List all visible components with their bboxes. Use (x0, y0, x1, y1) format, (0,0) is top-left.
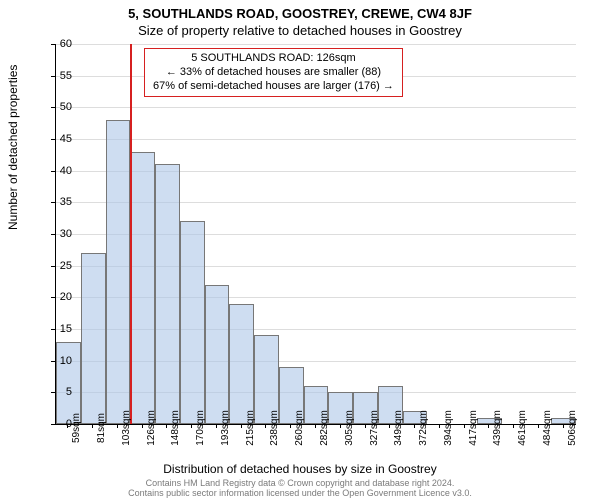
x-tick-mark (464, 424, 465, 428)
histogram-bar (81, 253, 106, 424)
x-tick-mark (67, 424, 68, 428)
x-tick-mark (488, 424, 489, 428)
x-tick-label: 305sqm (344, 410, 355, 446)
histogram-bar (106, 120, 131, 424)
annotation-line-2: ← 33% of detached houses are smaller (88… (153, 66, 394, 80)
annotation-box: 5 SOUTHLANDS ROAD: 126sqm ← 33% of detac… (144, 48, 403, 97)
x-tick-mark (513, 424, 514, 428)
x-tick-label: 461sqm (517, 410, 528, 446)
gridline (56, 139, 576, 140)
x-tick-mark (241, 424, 242, 428)
y-tick-mark (51, 392, 55, 393)
annotation-line-3: 67% of semi-detached houses are larger (… (153, 80, 394, 94)
y-tick-label: 45 (52, 133, 72, 145)
gridline (56, 44, 576, 45)
y-tick-mark (51, 202, 55, 203)
gridline (56, 107, 576, 108)
x-tick-mark (414, 424, 415, 428)
y-tick-mark (51, 76, 55, 77)
y-tick-mark (51, 44, 55, 45)
x-tick-label: 215sqm (245, 410, 256, 446)
x-tick-mark (216, 424, 217, 428)
x-tick-mark (92, 424, 93, 428)
x-tick-label: 484sqm (542, 410, 553, 446)
chart-plot-area: 5 SOUTHLANDS ROAD: 126sqm ← 33% of detac… (55, 44, 576, 425)
y-tick-label: 20 (52, 291, 72, 303)
x-tick-mark (142, 424, 143, 428)
footer: Contains HM Land Registry data © Crown c… (0, 478, 600, 499)
footer-line-2: Contains public sector information licen… (0, 488, 600, 498)
y-tick-mark (51, 329, 55, 330)
histogram-bar (205, 285, 230, 424)
y-tick-label: 35 (52, 196, 72, 208)
y-tick-label: 10 (52, 355, 72, 367)
x-tick-mark (117, 424, 118, 428)
x-tick-label: 372sqm (418, 410, 429, 446)
x-tick-mark (191, 424, 192, 428)
y-tick-mark (51, 107, 55, 108)
histogram-bar (180, 221, 205, 424)
x-tick-label: 417sqm (468, 410, 479, 446)
x-tick-mark (290, 424, 291, 428)
x-tick-label: 282sqm (319, 410, 330, 446)
y-tick-mark (51, 139, 55, 140)
y-tick-label: 40 (52, 165, 72, 177)
y-tick-label: 50 (52, 101, 72, 113)
y-tick-mark (51, 266, 55, 267)
x-tick-mark (389, 424, 390, 428)
y-tick-label: 15 (52, 323, 72, 335)
x-tick-mark (538, 424, 539, 428)
y-tick-label: 30 (52, 228, 72, 240)
x-tick-label: 260sqm (294, 410, 305, 446)
x-tick-label: 439sqm (492, 410, 503, 446)
x-tick-label: 327sqm (369, 410, 380, 446)
x-tick-label: 170sqm (195, 410, 206, 446)
footer-line-1: Contains HM Land Registry data © Crown c… (0, 478, 600, 488)
x-tick-label: 193sqm (220, 410, 231, 446)
x-tick-mark (340, 424, 341, 428)
x-tick-label: 126sqm (146, 410, 157, 446)
histogram-bar (130, 152, 155, 424)
y-tick-label: 60 (52, 38, 72, 50)
x-tick-label: 148sqm (170, 410, 181, 446)
y-tick-mark (51, 234, 55, 235)
y-tick-mark (51, 297, 55, 298)
x-tick-mark (166, 424, 167, 428)
x-axis-label: Distribution of detached houses by size … (0, 462, 600, 476)
x-tick-label: 59sqm (71, 413, 82, 443)
y-tick-mark (51, 171, 55, 172)
x-tick-label: 349sqm (393, 410, 404, 446)
histogram-bar (155, 164, 180, 424)
x-tick-mark (315, 424, 316, 428)
y-tick-mark (51, 424, 55, 425)
x-tick-label: 81sqm (96, 413, 107, 443)
page-title-address: 5, SOUTHLANDS ROAD, GOOSTREY, CREWE, CW4… (0, 0, 600, 21)
x-tick-mark (439, 424, 440, 428)
y-tick-label: 25 (52, 260, 72, 272)
x-tick-mark (563, 424, 564, 428)
x-tick-label: 238sqm (269, 410, 280, 446)
annotation-line-1: 5 SOUTHLANDS ROAD: 126sqm (153, 52, 394, 66)
y-tick-label: 55 (52, 70, 72, 82)
y-tick-label: 5 (52, 386, 72, 398)
y-tick-mark (51, 361, 55, 362)
reference-line (130, 44, 132, 424)
y-tick-label: 0 (52, 418, 72, 430)
x-tick-label: 394sqm (443, 410, 454, 446)
x-tick-label: 506sqm (567, 410, 578, 446)
page-subtitle: Size of property relative to detached ho… (0, 21, 600, 38)
x-tick-mark (365, 424, 366, 428)
x-tick-label: 103sqm (121, 410, 132, 446)
y-axis-label: Number of detached properties (6, 65, 20, 230)
x-tick-mark (265, 424, 266, 428)
histogram-bar (229, 304, 254, 424)
